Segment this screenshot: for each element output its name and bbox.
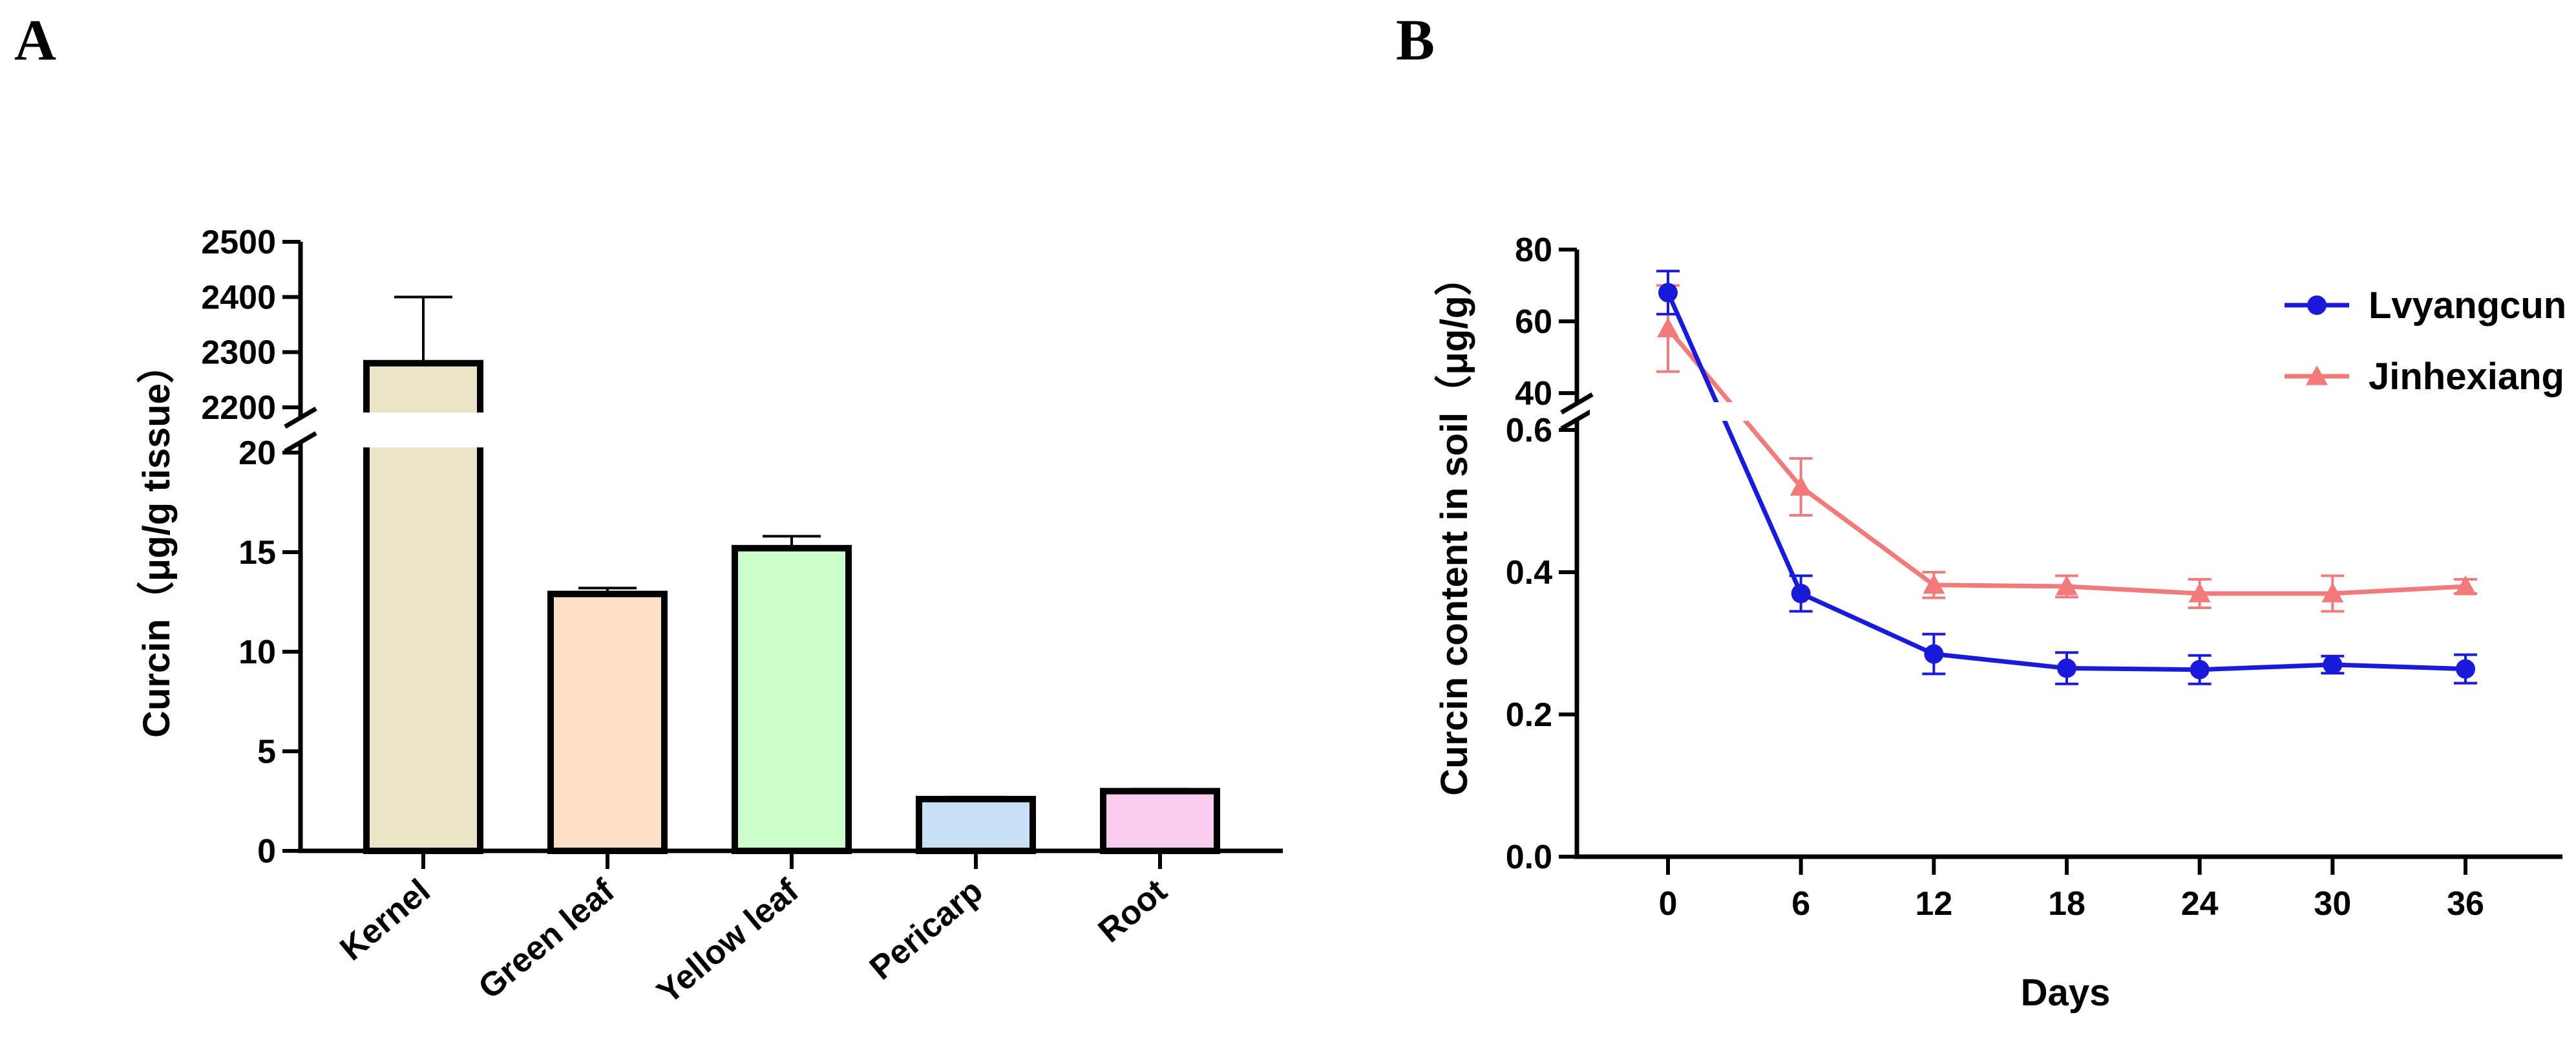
y-tick-label: 5	[257, 733, 276, 771]
axis-break-mark	[1560, 408, 1594, 431]
x-tick-label: 24	[2181, 885, 2219, 923]
x-tick-label: 12	[1915, 885, 1952, 923]
y-tick-label: 2300	[201, 334, 276, 372]
x-axis-label: Days	[2021, 972, 2111, 1014]
y-axis: 0 5 10 15 20 2200 2300 2400 2500	[201, 224, 1283, 870]
x-tick-label: 0	[1659, 885, 1678, 923]
x-tick-label: 6	[1791, 885, 1810, 923]
x-tick-label: Kernel	[333, 872, 437, 968]
line-chart-curcin-soil: 0.0 0.2 0.4 0.640 60 80 0 6 12 18 24 30 36 Curcin c…	[1433, 231, 2566, 1014]
x-tick-label: Root	[1092, 872, 1174, 950]
y-tick-label: 0.4	[1506, 554, 1552, 592]
legend-label-jinhexiang: Jinhexiang	[2369, 356, 2564, 398]
y-tick-label: 20	[238, 434, 276, 472]
series-group	[1590, 270, 2477, 685]
marker-lvyangcun	[1924, 644, 1944, 664]
y-tick-label: 80	[1515, 231, 1552, 269]
marker-lvyangcun	[2323, 655, 2343, 674]
panel-label-a: A	[14, 8, 56, 72]
y-tick-label: 0	[257, 833, 276, 870]
marker-jinhexiang	[1657, 317, 1679, 338]
axis-break-mark	[1560, 392, 1594, 415]
x-tick-label: 18	[2048, 885, 2085, 923]
y-tick-label: 60	[1515, 303, 1552, 341]
marker-lvyangcun	[1791, 584, 1811, 603]
axis-break-gap	[1590, 402, 1758, 421]
x-tick-label: Yellow leaf	[650, 872, 806, 1011]
bar-root	[1100, 788, 1220, 854]
marker-jinhexiang	[2188, 583, 2211, 603]
x-tick-label: Pericarp	[863, 872, 990, 987]
bar-break-gap	[359, 412, 488, 447]
x-axis: Kernel Green leaf Yellow leaf Pericarp Root	[333, 851, 1174, 1011]
marker-lvyangcun	[2190, 659, 2210, 680]
marker-lvyangcun	[2057, 658, 2076, 678]
series-line-jinhexiang	[1666, 327, 2466, 596]
marker-jinhexiang	[1789, 476, 1812, 496]
x-tick-label: Green leaf	[472, 872, 622, 1006]
bar-yellow-leaf	[732, 544, 852, 855]
y-tick-label: 0.2	[1506, 696, 1552, 734]
y-tick-label: 40	[1515, 375, 1552, 412]
y-tick-label: 0.6	[1506, 412, 1552, 449]
y-tick-label: 0.0	[1506, 839, 1552, 876]
x-tick-label: 30	[2314, 885, 2351, 923]
series-line-lvyangcun	[1665, 292, 2466, 672]
y-tick-label: 2200	[201, 389, 276, 427]
bar-pericarp	[916, 795, 1036, 855]
x-tick-label: 36	[2447, 885, 2484, 923]
legend: Lvyangcun Jinhexiang	[2285, 284, 2566, 398]
y-axis-label: Curcin（μg/g tissue）	[136, 346, 178, 738]
bar-group	[359, 295, 1220, 855]
legend-marker-lvyangcun	[2307, 295, 2327, 315]
marker-lvyangcun	[1658, 283, 1678, 303]
y-tick-label: 2500	[201, 224, 276, 261]
bar-chart-curcin-tissue: 0 5 10 15 20 2200 2300 2400 2500 Kernel Green lea…	[136, 224, 1283, 1011]
legend-marker-jinhexiang	[2306, 365, 2328, 385]
panel-label-b: B	[1396, 8, 1435, 72]
marker-jinhexiang	[2455, 575, 2476, 595]
y-tick-label: 2400	[201, 279, 276, 316]
marker-jinhexiang	[1923, 573, 1945, 594]
axis-break-mark	[284, 431, 317, 454]
legend-label-lvyangcun: Lvyangcun	[2369, 284, 2566, 327]
y-axis-label: Curcin content in soil（μg/g）	[1433, 258, 1475, 795]
marker-jinhexiang	[2321, 583, 2344, 603]
axis-break-mark	[284, 406, 317, 429]
x-axis: 0 6 12 18 24 30 36	[1659, 857, 2484, 923]
y-tick-label: 10	[238, 634, 276, 671]
marker-jinhexiang	[2056, 575, 2078, 595]
bar-green-leaf	[547, 590, 668, 854]
y-tick-label: 15	[238, 534, 276, 572]
marker-lvyangcun	[2456, 659, 2475, 679]
